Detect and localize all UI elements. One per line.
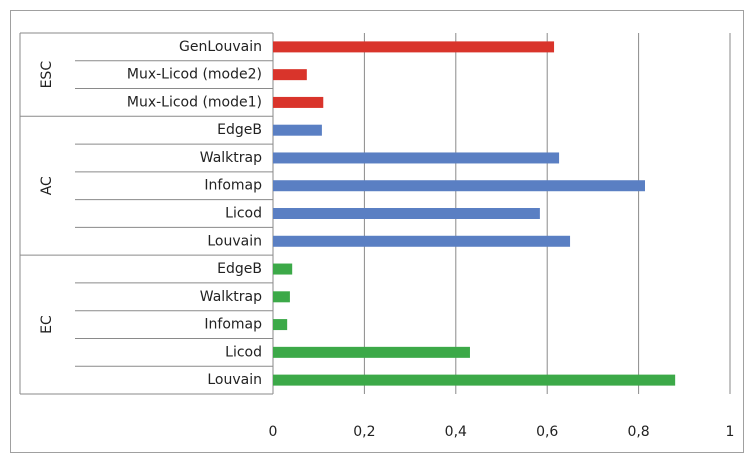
category-label: EdgeB xyxy=(217,261,262,277)
category-label: Walktrap xyxy=(200,289,262,305)
category-label: GenLouvain xyxy=(179,39,262,55)
category-label: Mux-Licod (mode2) xyxy=(127,67,262,83)
bar xyxy=(273,291,290,303)
bar xyxy=(273,346,470,358)
bar xyxy=(273,319,288,331)
x-tick-label: 1 xyxy=(726,424,735,440)
group-label: EC xyxy=(39,315,55,334)
chart-frame xyxy=(10,10,744,453)
category-label: EdgeB xyxy=(217,122,262,138)
group-label: ESC xyxy=(39,61,55,89)
bar xyxy=(273,152,560,164)
bar xyxy=(273,263,293,275)
x-tick-label: 0,6 xyxy=(536,424,558,440)
category-label: Licod xyxy=(225,206,262,222)
bar xyxy=(273,208,540,219)
bar xyxy=(273,124,322,136)
bar xyxy=(273,180,645,192)
bar xyxy=(273,69,307,81)
bar xyxy=(273,41,555,53)
category-label: Walktrap xyxy=(200,150,262,166)
category-label: Louvain xyxy=(207,372,262,388)
x-tick-label: 0,2 xyxy=(353,424,375,440)
x-tick-label: 0,8 xyxy=(627,424,649,440)
category-label: Mux-Licod (mode1) xyxy=(127,94,262,110)
x-tick-label: 0,4 xyxy=(445,424,467,440)
x-tick-label: 0 xyxy=(269,424,278,440)
bar xyxy=(273,96,324,108)
category-label: Licod xyxy=(225,344,262,360)
category-label: Infomap xyxy=(204,178,262,194)
bar xyxy=(273,235,571,247)
category-label: Infomap xyxy=(204,317,262,333)
bar xyxy=(273,374,676,386)
category-label: Louvain xyxy=(207,233,262,249)
group-label: AC xyxy=(39,176,55,195)
